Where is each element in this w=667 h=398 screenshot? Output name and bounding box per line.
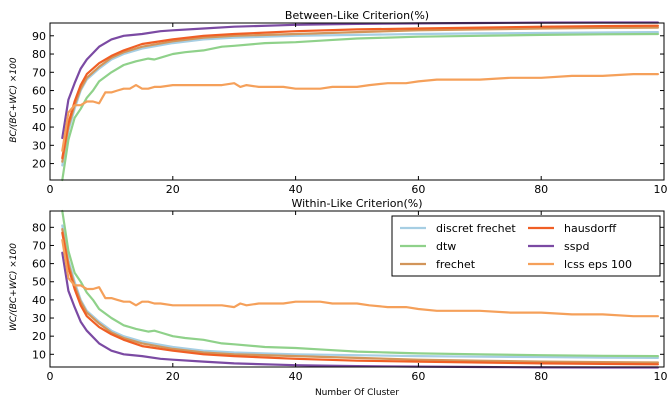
- y-tick-label: 20: [32, 330, 46, 343]
- y-tick-label: 20: [32, 158, 46, 171]
- y-axis-label-text: WC/(BC+WC) ×100: [9, 243, 19, 331]
- series-line-hausdorff: [61, 24, 660, 160]
- x-axis-label: Number Of Cluster: [315, 388, 399, 398]
- y-axis-label: WC/(BC+WC) ×100: [9, 243, 19, 331]
- x-tick-label: 0: [47, 183, 54, 196]
- legend-box: [391, 215, 661, 277]
- y-axis-label-text: BC/(BC+WC) ×100: [9, 57, 19, 143]
- chart-title: Between-Like Criterion(%): [285, 9, 429, 22]
- legend-label: frechet: [436, 258, 476, 271]
- y-tick-label: 50: [32, 103, 46, 116]
- x-tick-label: 0: [47, 370, 54, 383]
- x-tick-label: 40: [289, 370, 303, 383]
- x-tick-label: 60: [411, 183, 425, 196]
- x-tick-label: 60: [411, 370, 425, 383]
- x-tick-label: 20: [166, 183, 180, 196]
- series-line-frechet: [61, 228, 660, 364]
- x-tick-label: 40: [289, 183, 303, 196]
- y-axis-label: BC/(BC+WC) ×100: [9, 57, 19, 143]
- legend: discret frechet dtw frechet hausdorff sspd lc…: [391, 215, 661, 277]
- y-tick-label: 30: [32, 139, 46, 152]
- between-like-panel: Between-Like Criterion(%) BC/(BC+WC) ×10…: [9, 9, 667, 196]
- x-tick-label: 80: [534, 183, 548, 196]
- series-line-discret-frechet: [61, 30, 660, 167]
- legend-label: dtw: [436, 240, 456, 253]
- svg-text:BC/(BC+WC) ×100: BC/(BC+WC) ×100: [9, 57, 19, 143]
- x-tick-label: 100: [654, 370, 667, 383]
- x-tick-label: 20: [166, 370, 180, 383]
- chart-title: Within-Like Criterion(%): [291, 197, 422, 210]
- legend-label: sspd: [564, 240, 589, 253]
- series-line-hausdorff: [61, 231, 660, 366]
- plot-frame: [49, 22, 665, 181]
- y-tick-label: 30: [32, 312, 46, 325]
- series-line-dtw: [61, 209, 660, 358]
- x-tick-label: 100: [654, 183, 667, 196]
- y-tick-label: 80: [32, 48, 46, 61]
- y-tick-label: 90: [32, 30, 46, 43]
- plot-frame: [49, 210, 665, 368]
- x-tick-label: 80: [534, 370, 548, 383]
- y-tick-label: 60: [32, 85, 46, 98]
- y-tick-label: 70: [32, 66, 46, 79]
- series-line-frechet: [61, 26, 660, 163]
- series-line-lcss-eps-100: [61, 72, 660, 152]
- y-tick-label: 70: [32, 239, 46, 252]
- y-tick-label: 40: [32, 294, 46, 307]
- within-like-panel: Within-Like Criterion(%) WC/(BC+WC) ×100…: [9, 197, 667, 383]
- y-tick-label: 50: [32, 276, 46, 289]
- legend-label: discret frechet: [436, 222, 516, 235]
- y-tick-label: 80: [32, 221, 46, 234]
- series-line-sspd: [61, 21, 660, 140]
- series-line-lcss-eps-100: [61, 238, 660, 318]
- series-line-dtw: [61, 32, 660, 182]
- y-tick-label: 10: [32, 348, 46, 361]
- y-tick-label: 60: [32, 258, 46, 271]
- y-tick-label: 40: [32, 121, 46, 134]
- legend-label: hausdorff: [564, 222, 617, 235]
- svg-text:WC/(BC+WC) ×100: WC/(BC+WC) ×100: [9, 243, 19, 331]
- legend-label: lcss eps 100: [564, 258, 632, 271]
